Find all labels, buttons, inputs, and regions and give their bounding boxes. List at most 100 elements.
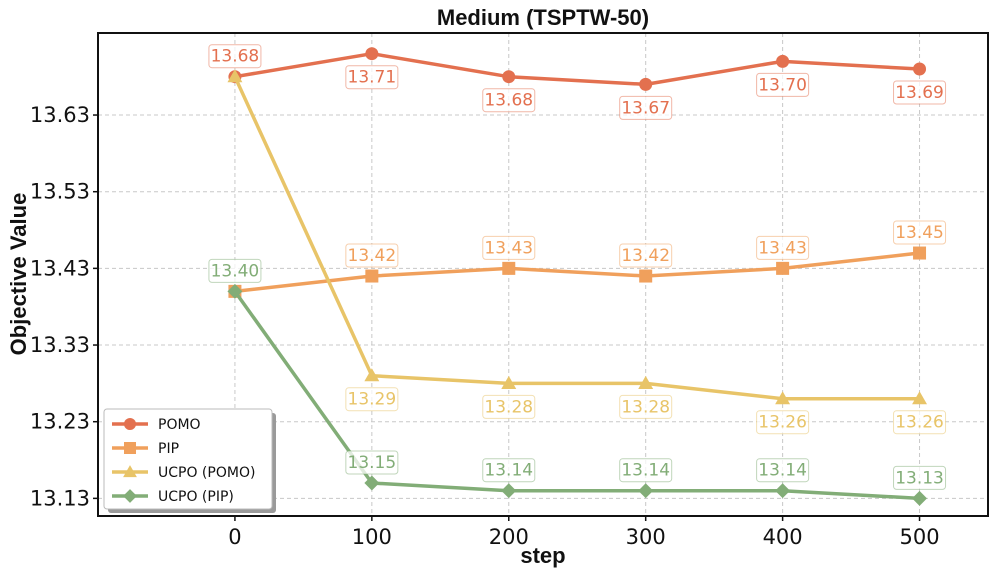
data-point-pomo (502, 70, 516, 84)
data-point-pip (365, 269, 379, 283)
data-point-ucpo-pomo (912, 391, 928, 405)
data-label-pip: 13.45 (893, 220, 947, 245)
data-label-text: 13.45 (895, 223, 944, 243)
data-point-ucpo-pip (912, 490, 928, 506)
data-point-ucpo-pip (775, 483, 791, 499)
data-label-pomo: 13.67 (619, 95, 673, 120)
x-tick-label: 200 (489, 525, 529, 549)
series-pomo (228, 47, 927, 91)
data-label-text: 13.29 (348, 390, 397, 410)
data-label-box (893, 220, 947, 245)
data-label-box (345, 65, 399, 90)
data-label-pomo: 13.71 (345, 65, 399, 90)
data-label-pip: 13.43 (482, 235, 536, 260)
x-tick-label: 300 (626, 525, 666, 549)
x-tick-label: 0 (228, 525, 241, 549)
legend-label: UCPO (PIP) (158, 489, 234, 505)
x-axis-label: step (520, 543, 565, 568)
data-label-box (893, 80, 947, 105)
x-tick-label: 500 (899, 525, 939, 549)
data-label-box (208, 258, 262, 283)
data-label-box (482, 394, 536, 419)
series-line-ucpo-pomo (233, 75, 920, 401)
data-label-text: 13.67 (621, 98, 670, 118)
data-point-ucpo-pip (501, 483, 517, 499)
legend-marker (124, 418, 136, 430)
data-label-pip: 13.43 (756, 235, 810, 260)
x-tick-label: 400 (763, 525, 803, 549)
series-ucpo-pip (227, 283, 928, 506)
data-label-box (756, 458, 810, 483)
data-point-pip (776, 261, 790, 275)
data-label-box (893, 410, 947, 435)
y-tick-label: 13.63 (30, 103, 90, 127)
data-label-text: 13.14 (621, 461, 670, 481)
legend-label: UCPO (POMO) (158, 465, 255, 481)
data-label-text: 13.42 (621, 246, 670, 266)
series-line-pip (234, 251, 920, 294)
data-label-text: 13.68 (211, 47, 260, 67)
y-axis-label: Objective Value (6, 193, 31, 356)
data-label-text: 13.69 (895, 83, 944, 103)
legend-item-ucpo-pip: UCPO (PIP) (112, 489, 234, 505)
data-point-ucpo-pip (638, 483, 654, 499)
data-label-text: 13.43 (758, 238, 807, 258)
legend-marker (123, 465, 137, 478)
data-label-text: 13.26 (895, 413, 944, 433)
data-label-text: 13.15 (348, 453, 397, 473)
legend-box (103, 408, 273, 510)
series-layer (227, 47, 928, 506)
data-label-pomo: 13.68 (208, 44, 262, 69)
data-label-text: 13.26 (758, 413, 807, 433)
data-label-text: 13.71 (348, 68, 397, 88)
data-label-box (482, 88, 536, 113)
plot-frame (97, 32, 989, 517)
data-label-ucpo-pomo: 13.28 (619, 394, 673, 419)
data-label-box (345, 450, 399, 475)
y-tick-label: 13.33 (30, 333, 90, 357)
data-label-text: 13.42 (348, 246, 397, 266)
data-label-box (756, 235, 810, 260)
data-label-ucpo-pip: 13.14 (482, 458, 536, 483)
data-label-box (345, 243, 399, 268)
data-label-box (208, 44, 262, 69)
data-label-ucpo-pomo: 13.26 (756, 410, 810, 435)
series-line-pomo (234, 51, 920, 87)
legend-marker (124, 442, 136, 454)
data-point-ucpo-pomo (227, 69, 243, 83)
data-label-ucpo-pomo: 13.28 (482, 394, 536, 419)
legend-marker (123, 489, 137, 503)
legend-item-ucpo-pomo: UCPO (POMO) (112, 465, 255, 481)
data-label-box (619, 394, 673, 419)
data-label-box (345, 387, 399, 412)
data-point-pomo (776, 54, 790, 68)
data-label-pomo: 13.69 (893, 80, 947, 105)
data-point-pip (502, 261, 516, 275)
data-label-box (756, 410, 810, 435)
series-line-ucpo-pip (233, 290, 920, 501)
data-label-ucpo-pomo: 13.29 (345, 387, 399, 412)
chart-title: Medium (TSPTW-50) (437, 5, 649, 30)
data-label-box (482, 235, 536, 260)
legend-item-pomo: POMO (112, 417, 201, 433)
x-tick-label: 100 (352, 525, 392, 549)
data-label-text: 13.43 (484, 238, 533, 258)
data-label-ucpo-pip: 13.14 (756, 458, 810, 483)
y-tick-label: 13.13 (30, 486, 90, 510)
data-label-ucpo-pomo: 13.26 (893, 410, 947, 435)
data-label-ucpo-pip: 13.13 (893, 465, 947, 490)
data-point-pomo (913, 62, 927, 76)
data-label-text: 13.40 (211, 261, 260, 281)
data-point-ucpo-pomo (638, 375, 654, 389)
data-point-pomo (639, 77, 653, 91)
y-tick-label: 13.23 (30, 410, 90, 434)
data-label-pip: 13.42 (345, 243, 399, 268)
data-point-pomo (365, 47, 379, 61)
data-label-pomo: 13.70 (756, 72, 810, 97)
data-point-pip (913, 246, 927, 260)
data-label-ucpo-pip: 13.15 (345, 450, 399, 475)
data-label-box (619, 95, 673, 120)
data-label-text: 13.28 (621, 397, 670, 417)
data-label-text: 13.28 (484, 397, 533, 417)
